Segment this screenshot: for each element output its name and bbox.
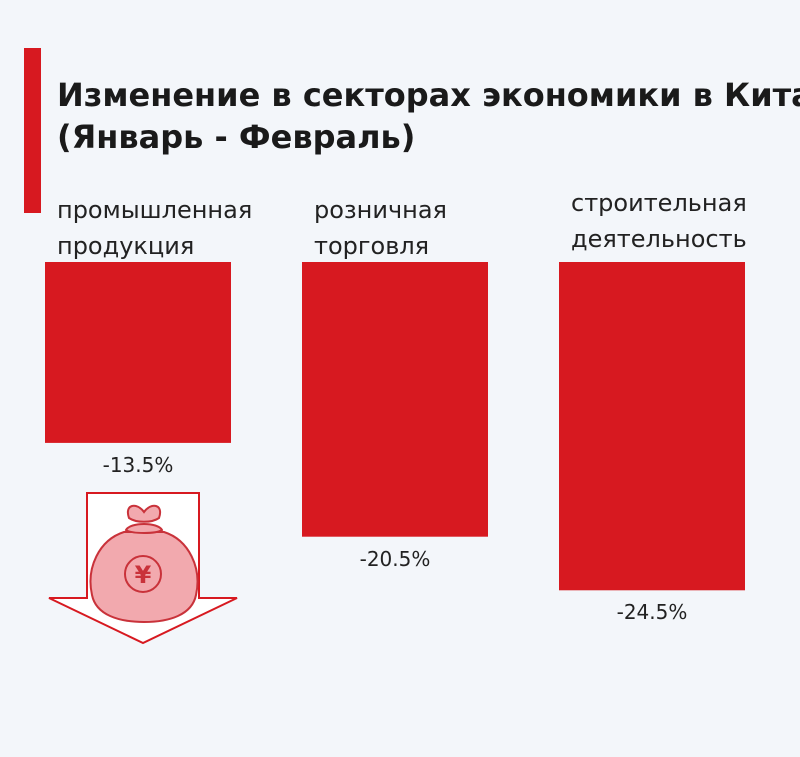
title-accent-bar bbox=[24, 48, 41, 213]
yuan-sign-icon: ¥ bbox=[135, 561, 152, 589]
category-label-1-line-1: промышленная bbox=[57, 196, 253, 224]
category-label-1-line-2: продукция bbox=[57, 232, 195, 260]
bar-3 bbox=[559, 262, 745, 591]
category-label-2-line-2: торговля bbox=[314, 232, 430, 260]
bar-1 bbox=[45, 262, 231, 443]
bar-2 bbox=[302, 262, 488, 537]
category-label-3-line-2: деятельность bbox=[571, 225, 747, 253]
money-bag-body bbox=[89, 531, 199, 624]
value-label-1: -13.5% bbox=[102, 452, 174, 477]
down-arrow-icon: ¥ bbox=[48, 492, 238, 645]
value-label-3: -24.5% bbox=[616, 600, 688, 625]
money-bag-neck bbox=[124, 523, 164, 534]
category-label-2: розничная торговля bbox=[314, 192, 554, 264]
chart-title: Изменение в секторах экономики в Китае (… bbox=[57, 74, 800, 158]
category-label-1: промышленная продукция bbox=[57, 192, 297, 264]
chart-title-line-2: (Январь - Февраль) bbox=[57, 118, 416, 156]
money-bag-tie bbox=[126, 504, 162, 523]
chart-title-line-1: Изменение в секторах экономики в Китае bbox=[57, 76, 800, 114]
category-label-3: строительная деятельность bbox=[571, 185, 800, 257]
category-label-2-line-1: розничная bbox=[314, 196, 447, 224]
yuan-coin bbox=[124, 555, 162, 593]
value-label-2: -20.5% bbox=[359, 546, 431, 571]
money-bag-icon: ¥ bbox=[89, 504, 199, 624]
category-label-3-line-1: строительная bbox=[571, 189, 747, 217]
